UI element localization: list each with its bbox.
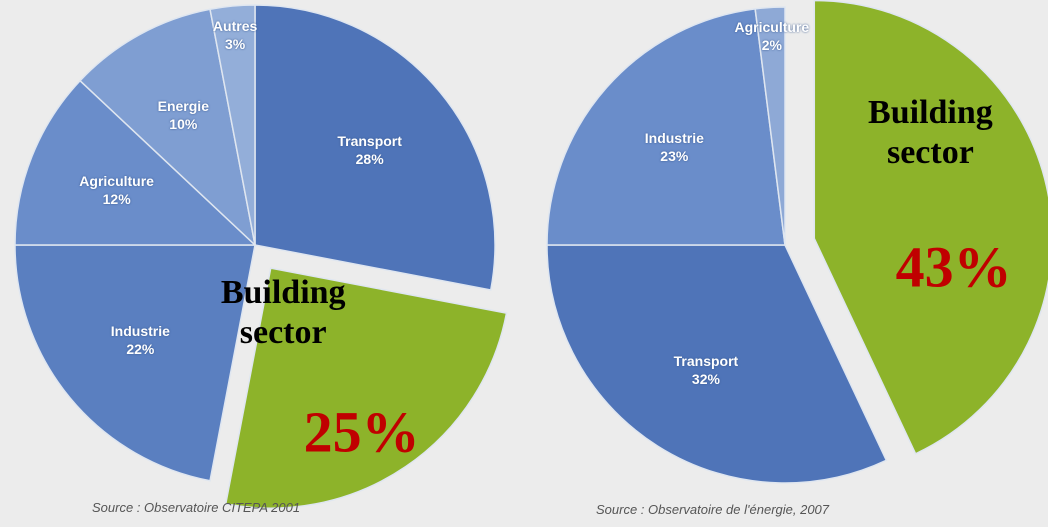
- pie-slice: [546, 244, 888, 484]
- slice-value: 22%: [126, 340, 155, 357]
- pie-slice: [14, 79, 257, 246]
- slice-value: 2%: [761, 36, 782, 53]
- slice-value: 32%: [691, 370, 720, 387]
- pie-slice: [209, 4, 256, 246]
- slice-name: Agriculture: [734, 18, 810, 35]
- slice-name: Building sector: [868, 94, 993, 171]
- slice-name: Industrie: [110, 322, 170, 339]
- source: Source : Observatoire de l'énergie, 2007: [596, 502, 830, 517]
- slice-name: Industrie: [644, 130, 704, 147]
- slice-name: Transport: [673, 352, 739, 369]
- slice-name: Agriculture: [79, 173, 154, 190]
- slice-name: Energie: [157, 97, 209, 114]
- pie-slice: [78, 8, 257, 248]
- pie-slice: [754, 6, 786, 246]
- slice-value: 12%: [102, 191, 131, 208]
- pie-slice: [254, 4, 496, 291]
- pie-slice: [813, 0, 1048, 455]
- pie-slice: [224, 267, 508, 509]
- slice-value: 23%: [660, 148, 689, 165]
- slice-value: 10%: [169, 115, 198, 132]
- slice-value: 3%: [224, 35, 246, 52]
- slice-value: 28%: [355, 151, 384, 168]
- slice-name: Building sector: [220, 274, 346, 351]
- source: Source : Observatoire CITEPA 2001: [92, 500, 301, 515]
- slice-name: Autres: [212, 17, 258, 34]
- slice-name: Transport: [337, 133, 402, 150]
- pie-slice: [14, 244, 256, 482]
- slice-value: 43%: [895, 234, 1012, 300]
- pie-slice: [546, 8, 786, 246]
- slice-value: 25%: [303, 399, 420, 465]
